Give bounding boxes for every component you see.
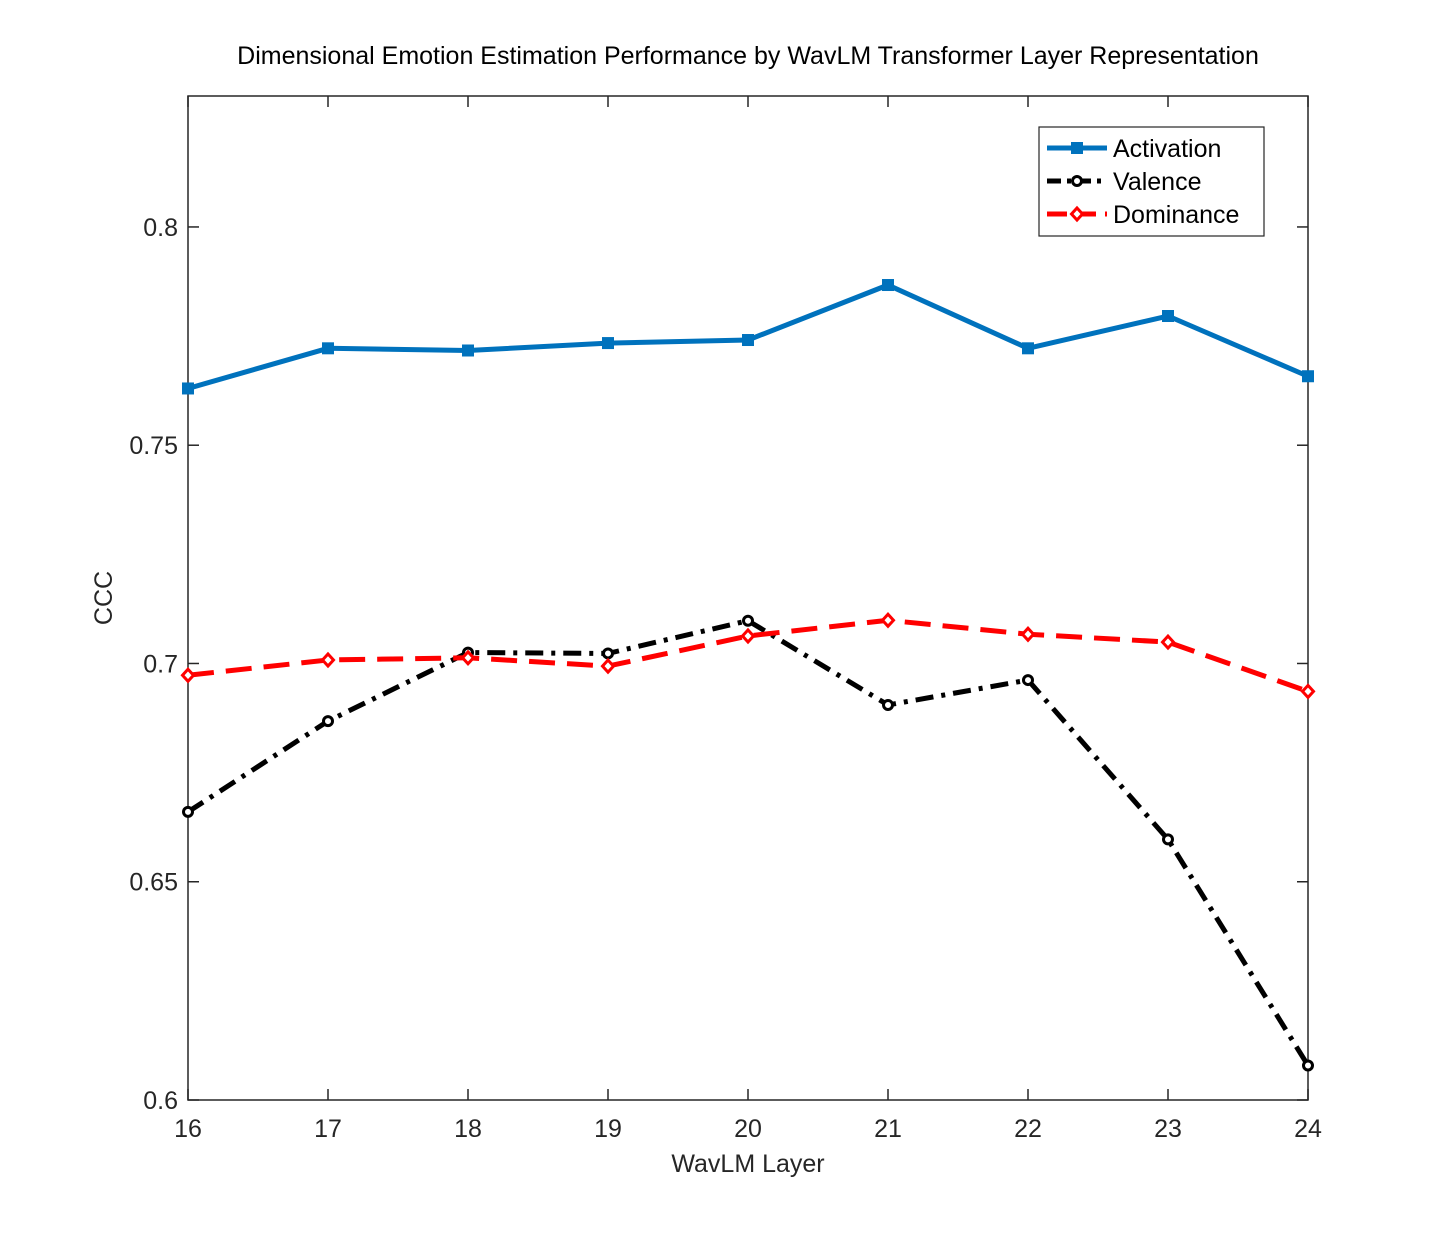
x-axis: 16 17 18 19 20 21 22 23 24 (174, 96, 1322, 1143)
dominance-point (1020, 626, 1036, 643)
x-tick-label: 22 (1014, 1115, 1042, 1143)
y-tick-label: 0.75 (129, 432, 178, 460)
y-axis-label: CCC (90, 571, 118, 625)
series-layer (180, 279, 1316, 1072)
dominance-point (1300, 683, 1316, 700)
y-tick-label: 0.65 (129, 869, 178, 897)
chart-title: Dimensional Emotion Estimation Performan… (237, 42, 1259, 70)
valence-point (882, 698, 894, 711)
plot-area (187, 95, 1309, 1101)
x-tick-label: 19 (594, 1115, 622, 1143)
legend-marker-dominance (1069, 205, 1085, 223)
y-axis: 0.6 0.65 0.7 0.75 0.8 (129, 214, 1308, 1115)
dominance-point (180, 667, 196, 684)
dominance-point (320, 651, 336, 669)
y-tick-label: 0.7 (143, 650, 178, 678)
legend-label-activation: Activation (1113, 135, 1221, 163)
x-axis-label: WavLM Layer (671, 1150, 824, 1178)
activation-point (1022, 342, 1034, 355)
activation-point (182, 382, 194, 395)
legend: Activation Valence Dominance (1038, 126, 1265, 237)
legend-label-valence: Valence (1113, 168, 1202, 196)
activation-point (882, 279, 894, 292)
x-tick-label: 17 (314, 1115, 342, 1143)
dominance-point (1160, 633, 1176, 651)
x-tick-label: 18 (454, 1115, 482, 1143)
y-tick-label: 0.8 (143, 214, 178, 242)
dominance-point (460, 649, 476, 667)
activation-point (742, 334, 754, 347)
valence-point (1162, 833, 1174, 846)
activation-point (462, 344, 474, 357)
legend-label-dominance: Dominance (1113, 201, 1239, 229)
valence-point (182, 805, 194, 818)
y-tick-label: 0.6 (143, 1087, 178, 1115)
x-tick-label: 23 (1154, 1115, 1182, 1143)
activation-point (322, 342, 334, 355)
dominance-point (740, 627, 756, 645)
activation-point (1162, 310, 1174, 323)
valence-point (1022, 674, 1034, 687)
legend-marker-valence (1071, 175, 1083, 187)
valence-point (742, 614, 754, 627)
valence-point (1302, 1059, 1314, 1072)
valence-point (602, 647, 614, 660)
dominance-point (600, 657, 616, 675)
activation-point (602, 337, 614, 350)
activation-point (1302, 370, 1314, 383)
x-tick-label: 20 (734, 1115, 762, 1143)
legend-marker-activation (1071, 142, 1083, 154)
x-tick-label: 24 (1294, 1115, 1322, 1143)
valence-point (322, 715, 334, 728)
x-tick-label: 21 (874, 1115, 902, 1143)
x-tick-label: 16 (174, 1115, 202, 1143)
dominance-point (880, 612, 896, 629)
valence-line (186, 618, 1311, 1067)
